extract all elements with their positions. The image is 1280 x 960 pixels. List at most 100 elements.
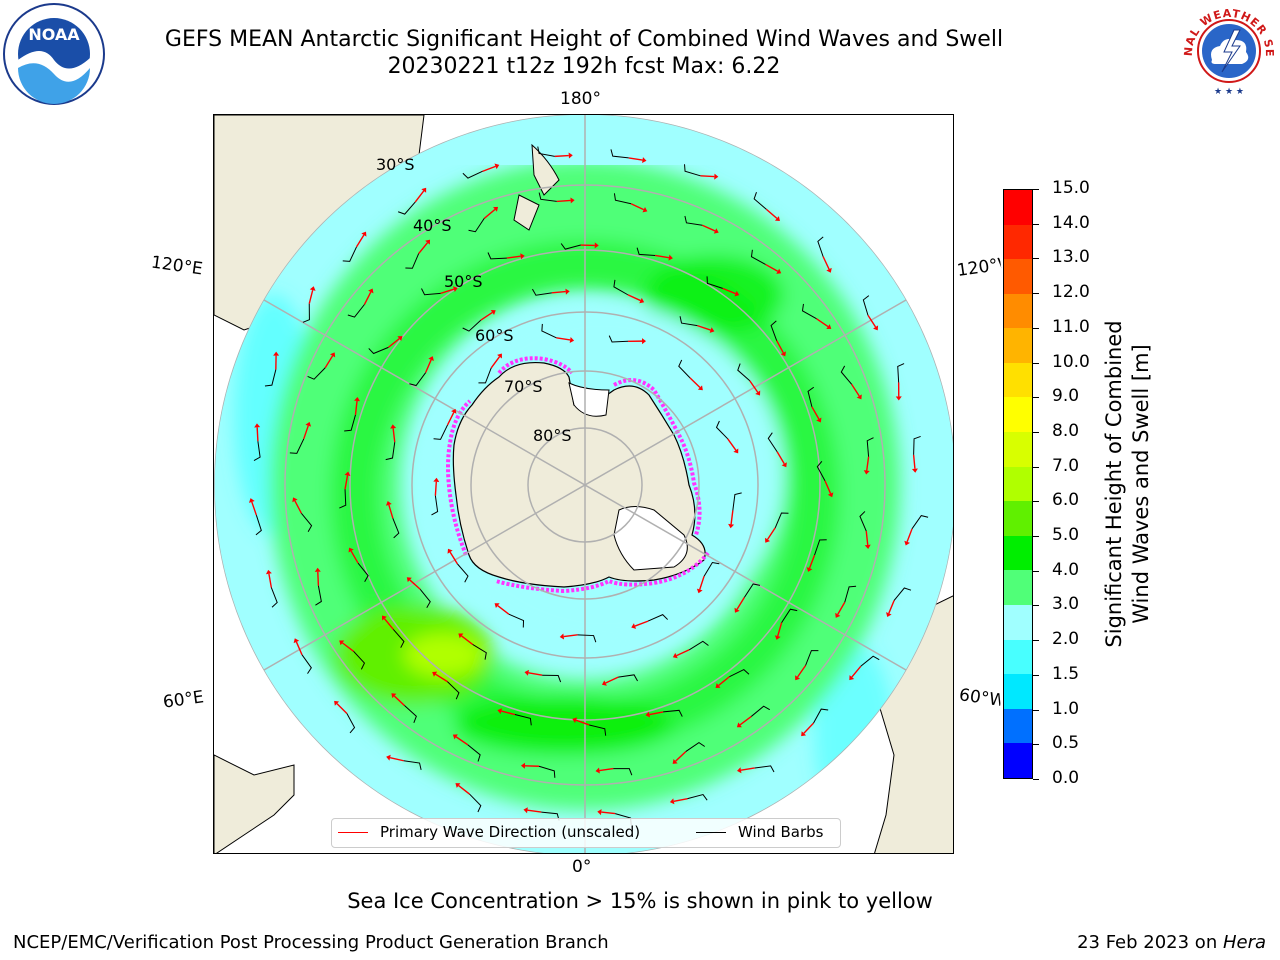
lat-label-40s: 40°S	[413, 216, 452, 235]
wave-arrow-head	[642, 157, 647, 164]
wind-barb	[478, 367, 492, 384]
wave-arrow-head	[709, 327, 715, 333]
wave-direction-arrow	[866, 456, 870, 471]
colorbar-segment	[1004, 605, 1032, 640]
wave-arrow-head	[849, 675, 855, 681]
wave-direction-arrow	[575, 719, 590, 726]
wind-barb	[689, 640, 709, 651]
wave-direction-arrow	[816, 318, 829, 328]
wind-barb	[353, 650, 366, 670]
wind-barb	[368, 346, 389, 355]
wave-arrow-head	[425, 239, 431, 245]
wind-barb	[750, 249, 766, 265]
colorbar-segment	[1004, 328, 1032, 363]
colorbar-segment	[1004, 535, 1032, 571]
wind-barb	[703, 561, 720, 577]
wind-barb	[774, 512, 789, 528]
wave-arrow-head	[780, 351, 786, 357]
wave-direction-arrow	[649, 711, 664, 716]
wave-direction-arrow	[740, 767, 755, 771]
wave-direction-arrow	[440, 288, 455, 295]
wave-arrow-head	[494, 603, 500, 609]
wind-barb	[433, 424, 448, 440]
wave-direction-arrow	[727, 438, 737, 451]
wave-direction-arrow	[251, 501, 258, 516]
wave-arrow-head	[292, 497, 298, 503]
wave-direction-arrow	[355, 234, 365, 248]
wind-barb	[462, 170, 483, 179]
wind-barb	[770, 320, 778, 341]
colorbar	[1003, 189, 1033, 779]
wave-arrow-head	[601, 680, 607, 686]
wind-barb	[816, 461, 826, 481]
wind-barb	[347, 304, 365, 318]
wave-direction-arrow	[461, 635, 474, 645]
wave-arrow-head	[672, 652, 678, 659]
wave-direction-arrow	[455, 736, 469, 746]
wind-barb	[729, 668, 750, 678]
wind-barb	[589, 724, 607, 736]
wind-barb	[307, 367, 326, 380]
wind-barb	[315, 585, 322, 606]
wave-direction-arrow	[563, 634, 578, 638]
wind-barb	[302, 303, 310, 323]
wave-arrow-head	[728, 523, 735, 529]
wind-barb	[392, 518, 400, 539]
wind-barb	[289, 438, 305, 454]
wave-arrow-head	[385, 501, 392, 506]
wave-direction-arrow	[344, 475, 349, 490]
wave-direction-arrow	[906, 528, 913, 543]
wave-direction-arrow	[308, 289, 314, 304]
wave-arrow-head	[895, 396, 902, 401]
legend-wind-barbs: Wind Barbs	[696, 823, 823, 841]
wave-arrow-head	[447, 548, 453, 554]
wave-arrow-head	[594, 242, 599, 249]
wind-barb	[462, 319, 482, 332]
wave-arrow-head	[826, 324, 832, 330]
colorbar-segment	[1004, 224, 1032, 260]
wind-barb	[264, 369, 277, 387]
wind-barb	[636, 247, 656, 256]
wave-arrow-head	[570, 197, 575, 204]
wave-arrow-head	[801, 731, 807, 737]
colorbar-label: Significant Height of Combined Wind Wave…	[1102, 320, 1153, 648]
colorbar-segment	[1004, 743, 1032, 778]
lat-label-30s: 30°S	[376, 155, 415, 174]
wave-arrow-head	[774, 635, 781, 640]
wind-barb	[647, 614, 669, 622]
wind-barb	[514, 714, 532, 726]
wind-barb	[467, 744, 481, 762]
wave-arrow-head	[904, 540, 910, 546]
wave-arrow-head	[354, 396, 361, 402]
wave-arrow-head	[520, 253, 525, 260]
wave-arrow-head	[668, 254, 673, 261]
legend-wave-direction: Primary Wave Direction (unscaled)	[338, 823, 640, 841]
colorbar-segment	[1004, 362, 1032, 398]
legend-red-line	[338, 832, 368, 833]
wind-barb	[678, 359, 691, 379]
wave-direction-arrow	[490, 356, 501, 369]
wave-arrow-head	[696, 588, 703, 594]
wave-direction-arrow	[458, 785, 471, 795]
wave-direction-arrow	[700, 175, 715, 178]
wave-direction-arrow	[497, 605, 510, 615]
wind-barb	[344, 414, 356, 432]
wave-arrow-head	[737, 767, 742, 774]
wave-arrow-head	[524, 669, 529, 676]
wave-direction-arrow	[446, 412, 455, 426]
wave-direction-arrow	[676, 649, 690, 657]
wave-arrow-head	[863, 470, 870, 475]
wave-arrow-head	[734, 607, 740, 613]
wind-barb	[732, 492, 742, 511]
wave-direction-arrow	[256, 427, 259, 442]
wind-barb	[472, 643, 487, 660]
wind-barb	[897, 363, 905, 383]
wave-direction-arrow	[601, 811, 616, 815]
wind-barb	[409, 372, 427, 387]
wave-direction-arrow	[483, 208, 496, 219]
wave-arrow-head	[736, 722, 742, 728]
wave-direction-arrow	[837, 601, 846, 615]
wave-direction-arrow	[627, 294, 641, 302]
wind-barb	[253, 441, 261, 462]
wave-arrow-head	[715, 683, 721, 688]
